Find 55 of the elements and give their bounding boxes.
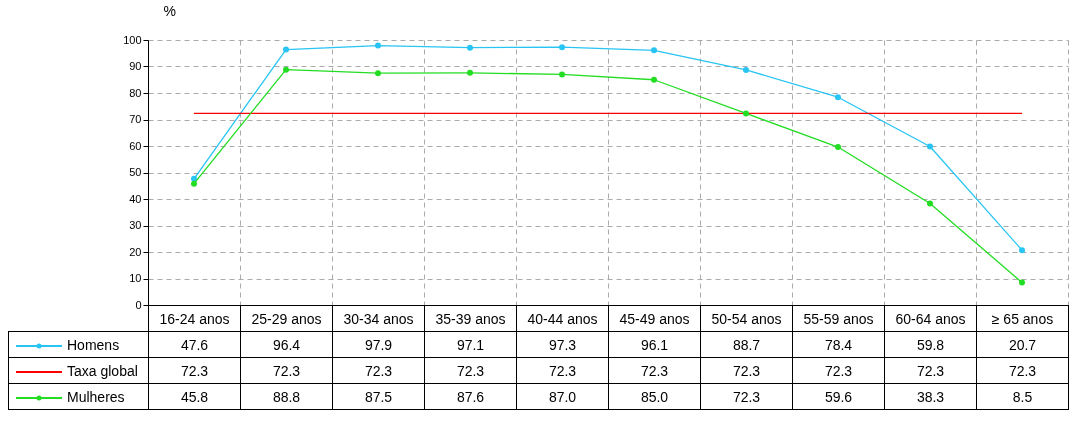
data-label: 72.3 <box>792 357 885 384</box>
data-label: 87.6 <box>424 383 517 410</box>
data-label: 87.0 <box>516 383 609 410</box>
y-tick-label: 30 <box>129 219 142 231</box>
x-tick-label: 45-49 anos <box>608 305 701 332</box>
data-label: 72.3 <box>700 383 793 410</box>
data-label: 87.5 <box>332 383 425 410</box>
x-tick-label: 25-29 anos <box>240 305 333 332</box>
y-tick-label: 0 <box>135 298 142 311</box>
x-tick-label: ≥ 65 anos <box>976 305 1069 332</box>
data-label: 97.3 <box>516 331 609 358</box>
data-label: 96.4 <box>240 331 333 358</box>
data-label: 72.3 <box>516 357 609 384</box>
data-label: 38.3 <box>884 383 977 410</box>
legend-label: Homens <box>67 336 120 353</box>
data-label: 85.0 <box>608 383 701 410</box>
legend-label: Taxa global <box>67 362 138 379</box>
data-label: 59.6 <box>792 383 885 410</box>
data-label: 20.7 <box>976 331 1069 358</box>
x-tick-label: 40-44 anos <box>516 305 609 332</box>
data-label: 72.3 <box>148 357 241 384</box>
data-label: 45.8 <box>148 383 241 410</box>
x-tick-label: 35-39 anos <box>424 305 517 332</box>
data-label: 88.8 <box>240 383 333 410</box>
data-label: 97.9 <box>332 331 425 358</box>
y-tick-label: 70 <box>129 113 142 125</box>
x-tick-label: 16-24 anos <box>148 305 241 332</box>
data-label: 72.3 <box>976 357 1069 384</box>
y-tick-label: 90 <box>129 60 142 72</box>
data-label: 72.3 <box>700 357 793 384</box>
x-tick-label: 30-34 anos <box>332 305 425 332</box>
y-tick-label: 100 <box>123 33 142 46</box>
data-label: 72.3 <box>332 357 425 384</box>
data-label: 59.8 <box>884 331 977 358</box>
data-label: 96.1 <box>608 331 701 358</box>
data-label: 72.3 <box>608 357 701 384</box>
y-axis-title: % <box>163 2 176 19</box>
y-tick-label: 20 <box>129 245 142 258</box>
x-tick-label: 55-59 anos <box>792 305 885 332</box>
data-label: 78.4 <box>792 331 885 358</box>
legend-label: Mulheres <box>67 388 125 405</box>
y-tick-label: 60 <box>129 139 142 152</box>
data-label: 72.3 <box>884 357 977 384</box>
y-tick-label: 50 <box>129 166 142 178</box>
data-label: 88.7 <box>700 331 793 358</box>
data-label: 47.6 <box>148 331 241 358</box>
x-tick-label: 50-54 anos <box>700 305 793 332</box>
data-label: 72.3 <box>240 357 333 384</box>
x-tick-label: 60-64 anos <box>884 305 977 332</box>
y-tick-label: 80 <box>129 86 142 99</box>
data-label: 8.5 <box>976 383 1069 410</box>
y-tick-label: 40 <box>129 192 142 205</box>
y-tick-label: 10 <box>129 272 142 284</box>
data-label: 97.1 <box>424 331 517 358</box>
data-label: 72.3 <box>424 357 517 384</box>
